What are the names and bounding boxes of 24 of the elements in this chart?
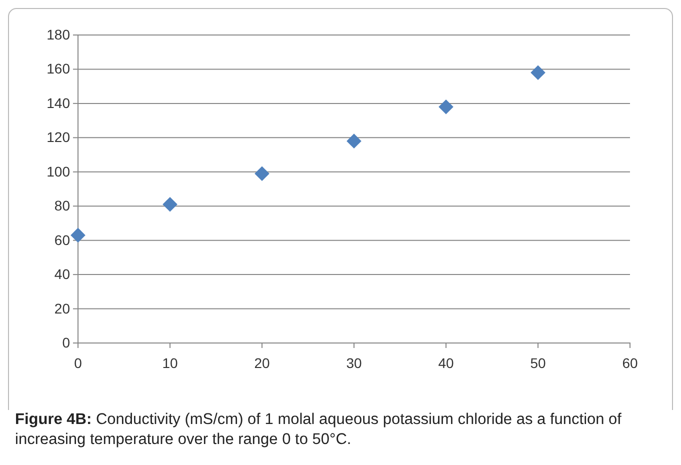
x-tick-label: 10	[162, 354, 178, 371]
x-tick-label: 0	[74, 354, 82, 371]
y-tick-label: 140	[46, 94, 70, 111]
point	[162, 196, 178, 212]
x-tick-label: 30	[346, 354, 362, 371]
x-tick-label: 20	[254, 354, 270, 371]
caption: Figure 4B: Conductivity (mS/cm) of 1 molal aqueous potassium chloride as a function of increasing temperature over the range 0 to 50°C.	[15, 411, 622, 448]
point	[70, 228, 86, 243]
x-tick-label: 40	[438, 354, 454, 371]
point	[530, 65, 546, 80]
y-tick-label: 40	[54, 266, 70, 282]
y-tick-label: 0	[62, 334, 70, 350]
x-tick-label: 50	[530, 354, 546, 371]
point	[346, 134, 362, 148]
x-tick-label: 60	[622, 354, 638, 371]
y-tick-label: 80	[54, 198, 70, 214]
y-tick-label: 20	[54, 300, 70, 316]
point	[438, 99, 454, 114]
y-tick-label: 180	[46, 26, 70, 42]
y-tick-label: 120	[46, 129, 70, 146]
y-tick-label: 60	[54, 232, 70, 248]
point	[254, 166, 270, 182]
y-tick-label: 100	[46, 163, 70, 180]
y-tick-label: 160	[46, 60, 70, 77]
